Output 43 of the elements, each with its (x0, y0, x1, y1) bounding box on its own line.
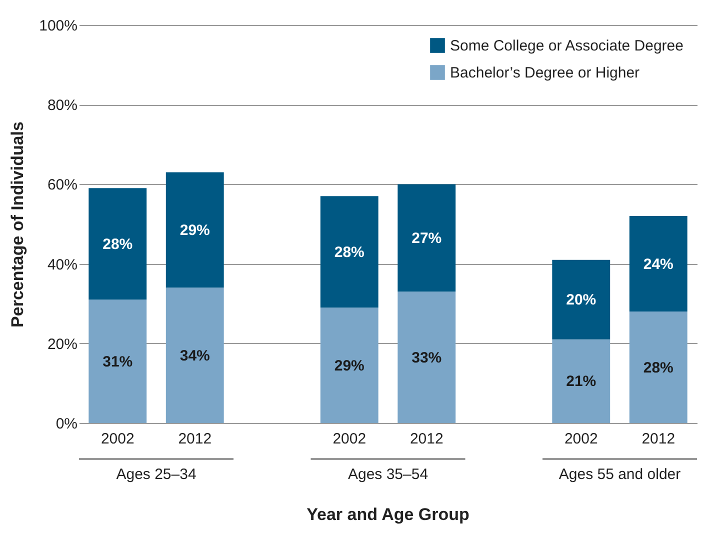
y-tick-label: 100% (39, 18, 78, 34)
bar (88, 300, 147, 423)
x-tick-label: 2002 (100, 430, 134, 448)
bar (629, 312, 688, 423)
x-tick-label: 2012 (178, 430, 212, 448)
y-tick-label: 0% (56, 416, 78, 432)
y-axis-title: Percentage of Individuals (8, 122, 28, 328)
text: Ages 25–34 (116, 466, 196, 483)
bar (629, 216, 688, 312)
legend-label: Bachelor’s Degree or Higher (450, 64, 640, 82)
data-label: 28% (334, 244, 364, 261)
bar (166, 288, 224, 423)
x-tick-label: 2002 (564, 430, 598, 448)
bar (552, 260, 610, 340)
data-label: 33% (412, 349, 442, 366)
x-tick-label: 2002 (332, 430, 366, 448)
bar (88, 188, 147, 300)
text: Ages 35–54 (348, 466, 428, 483)
text: Ages 55 and older (558, 466, 681, 483)
y-tick-label: 40% (47, 256, 78, 274)
x-axis-title: Year and Age Group (306, 505, 470, 524)
data-label: 21% (566, 373, 596, 390)
bar (398, 184, 456, 292)
y-tick-label: 60% (47, 176, 78, 194)
bar (320, 308, 378, 423)
bar (552, 339, 610, 423)
x-tick-label: 2012 (642, 430, 676, 448)
data-label: 29% (334, 357, 364, 374)
data-label: 31% (102, 353, 133, 370)
y-tick-label: 80% (47, 97, 78, 114)
data-label: 24% (643, 256, 674, 273)
bar (398, 292, 456, 423)
data-label: 34% (180, 347, 210, 364)
bar (320, 196, 378, 308)
bar (166, 172, 224, 288)
y-tick-label: 20% (47, 336, 78, 353)
data-label: 20% (566, 292, 596, 309)
legend-label: Some College or Associate Degree (450, 38, 684, 54)
data-label: 29% (180, 222, 210, 239)
data-label: 28% (102, 236, 133, 253)
data-label: 28% (643, 359, 674, 376)
x-tick-label: 2012 (410, 430, 444, 448)
data-label: 27% (412, 230, 442, 247)
